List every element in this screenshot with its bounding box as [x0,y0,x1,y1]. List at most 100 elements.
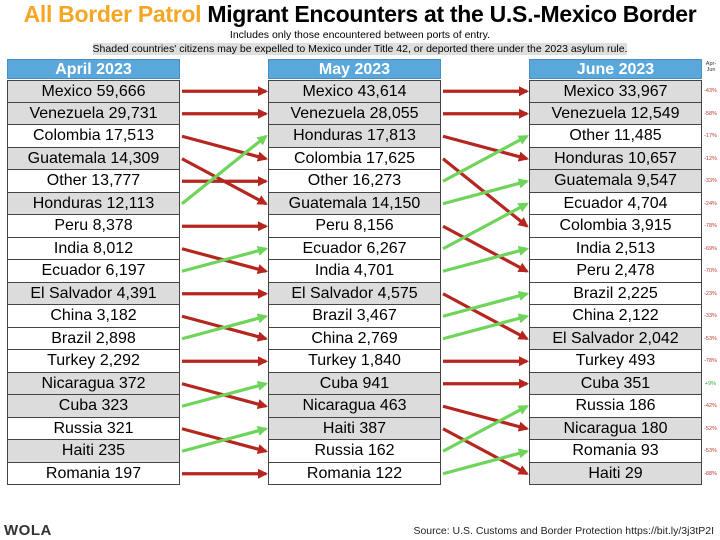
table-cell-april-2023-ecuador: Ecuador 6,197 [7,260,180,283]
encounter-count: 6,197 [105,262,146,279]
encounter-count: 186 [628,397,656,414]
country-name: Russia [575,397,625,414]
encounter-count: 3,182 [96,307,137,324]
country-name: Other [569,127,610,144]
encounter-count: 12,549 [630,104,680,122]
country-name: Romania [306,464,371,482]
percent-change-header: Apr-Jun [705,61,717,73]
arrow-brazil-2 [442,290,529,318]
percent-change-china: -33% [704,313,717,319]
country-name: Nicaragua [302,397,376,414]
arrow-nicaragua-2 [442,404,529,432]
country-name: Turkey [308,352,357,369]
country-name: Colombia [559,217,628,234]
encounter-count: 2,122 [618,307,659,324]
country-name: Haiti [61,442,94,459]
country-name: Nicaragua [563,419,637,437]
percent-change-nicaragua: -52% [704,425,717,432]
table-cell-may-2023-other: Other 16,273 [268,170,441,193]
encounter-count: 4,391 [116,284,157,302]
column-header-april-2023: April 2023 [7,59,180,79]
country-name: Haiti [322,419,355,437]
table-cell-april-2023-cuba: Cuba 323 [7,395,180,418]
table-cell-june-2023-honduras: Honduras 10,657 [529,147,702,170]
encounter-count: 321 [106,419,134,437]
encounter-count: 16,273 [352,172,402,189]
table-cell-may-2023-ecuador: Ecuador 6,267 [268,237,441,260]
encounter-count: 17,513 [105,127,154,144]
encounter-count: 2,513 [615,239,656,257]
encounter-count: 463 [379,397,407,414]
table-cell-april-2023-guatemala: Guatemala 14,309 [7,147,180,170]
table-cell-june-2023-colombia: Colombia 3,915 [529,215,702,238]
encounter-count: 93 [640,442,659,459]
encounter-count: 6,267 [366,239,407,257]
chart-shading-note: Shaded countries' citizens may be expell… [0,43,720,55]
encounter-count: 2,225 [617,284,658,302]
country-name: Other [307,172,348,189]
arrow-other-2 [442,134,529,183]
encounter-count: 351 [623,374,651,392]
wola-logo: WOLA [4,522,52,539]
country-name: Cuba [319,374,359,392]
encounter-count: 10,657 [627,149,677,167]
arrow-russia-2 [442,404,529,453]
encounter-count: 9,547 [636,172,677,189]
table-cell-may-2023-el-salvador: El Salvador 4,575 [268,282,441,305]
percent-change-other: -17% [704,133,717,139]
encounter-count: 2,769 [357,329,398,347]
encounter-count: 28,055 [369,104,419,122]
country-name: Guatemala [27,149,106,167]
country-name: Cuba [58,397,98,414]
percent-change-romania: -53% [704,448,717,454]
chart-subtitle: Includes only those encountered between … [229,29,491,41]
encounter-count: 180 [640,419,668,437]
table-cell-may-2023-mexico: Mexico 43,614 [268,80,441,103]
country-name: Brazil [51,329,92,347]
encounter-count: 323 [101,397,129,414]
country-name: Brazil [312,307,353,324]
arrow-romania-2 [442,448,529,476]
arrow-china-2 [442,313,529,341]
percent-change-haiti: -88% [704,470,717,477]
country-name: El Salvador [552,329,635,347]
arrow-ecuador-2 [442,202,529,251]
country-name: India [314,262,350,279]
table-cell-may-2023-brazil: Brazil 3,467 [268,305,441,328]
table-cell-april-2023-haiti: Haiti 235 [7,440,180,463]
encounter-count: 2,292 [99,352,140,369]
encounter-count: 13,777 [91,172,141,189]
country-name: Mexico [563,83,615,100]
chart-title-main: Migrant Encounters at the U.S.-Mexico Bo… [207,1,697,27]
encounter-count: 33,967 [618,83,668,100]
encounter-count: 14,309 [110,149,160,167]
country-name: Honduras [293,127,363,144]
encounter-count: 12,113 [106,194,155,212]
country-name: Peru [315,217,350,234]
table-cell-june-2023-guatemala: Guatemala 9,547 [529,170,702,193]
chart-title: All Border Patrol Migrant Encounters at … [0,1,720,28]
percent-change-venezuela: -58% [704,110,717,117]
table-cell-june-2023-russia: Russia 186 [529,395,702,418]
percent-change-india: -69% [704,245,717,252]
country-name: China [50,307,93,324]
encounter-count: 8,156 [353,217,394,234]
table-cell-april-2023-peru: Peru 8,378 [7,215,180,238]
country-name: Turkey [47,352,96,369]
arrow-haiti-2 [442,427,529,476]
country-name: El Salvador [30,284,113,302]
table-cell-may-2023-venezuela: Venezuela 28,055 [268,102,441,125]
encounter-count: 122 [375,464,403,482]
country-name: Haiti [588,464,621,482]
arrow-india-2 [442,245,529,273]
table-cell-june-2023-haiti: Haiti 29 [529,462,702,485]
arrow-el-salvador-2 [442,292,529,341]
arrow-peru-2 [442,224,529,273]
country-name: Venezuela [29,104,105,122]
country-name: Venezuela [551,104,627,122]
chart-shading-note-text: Shaded countries' citizens may be expell… [92,43,628,55]
country-name: India [53,239,89,257]
arrow-ecuador-1 [181,245,268,273]
country-name: India [575,239,611,257]
